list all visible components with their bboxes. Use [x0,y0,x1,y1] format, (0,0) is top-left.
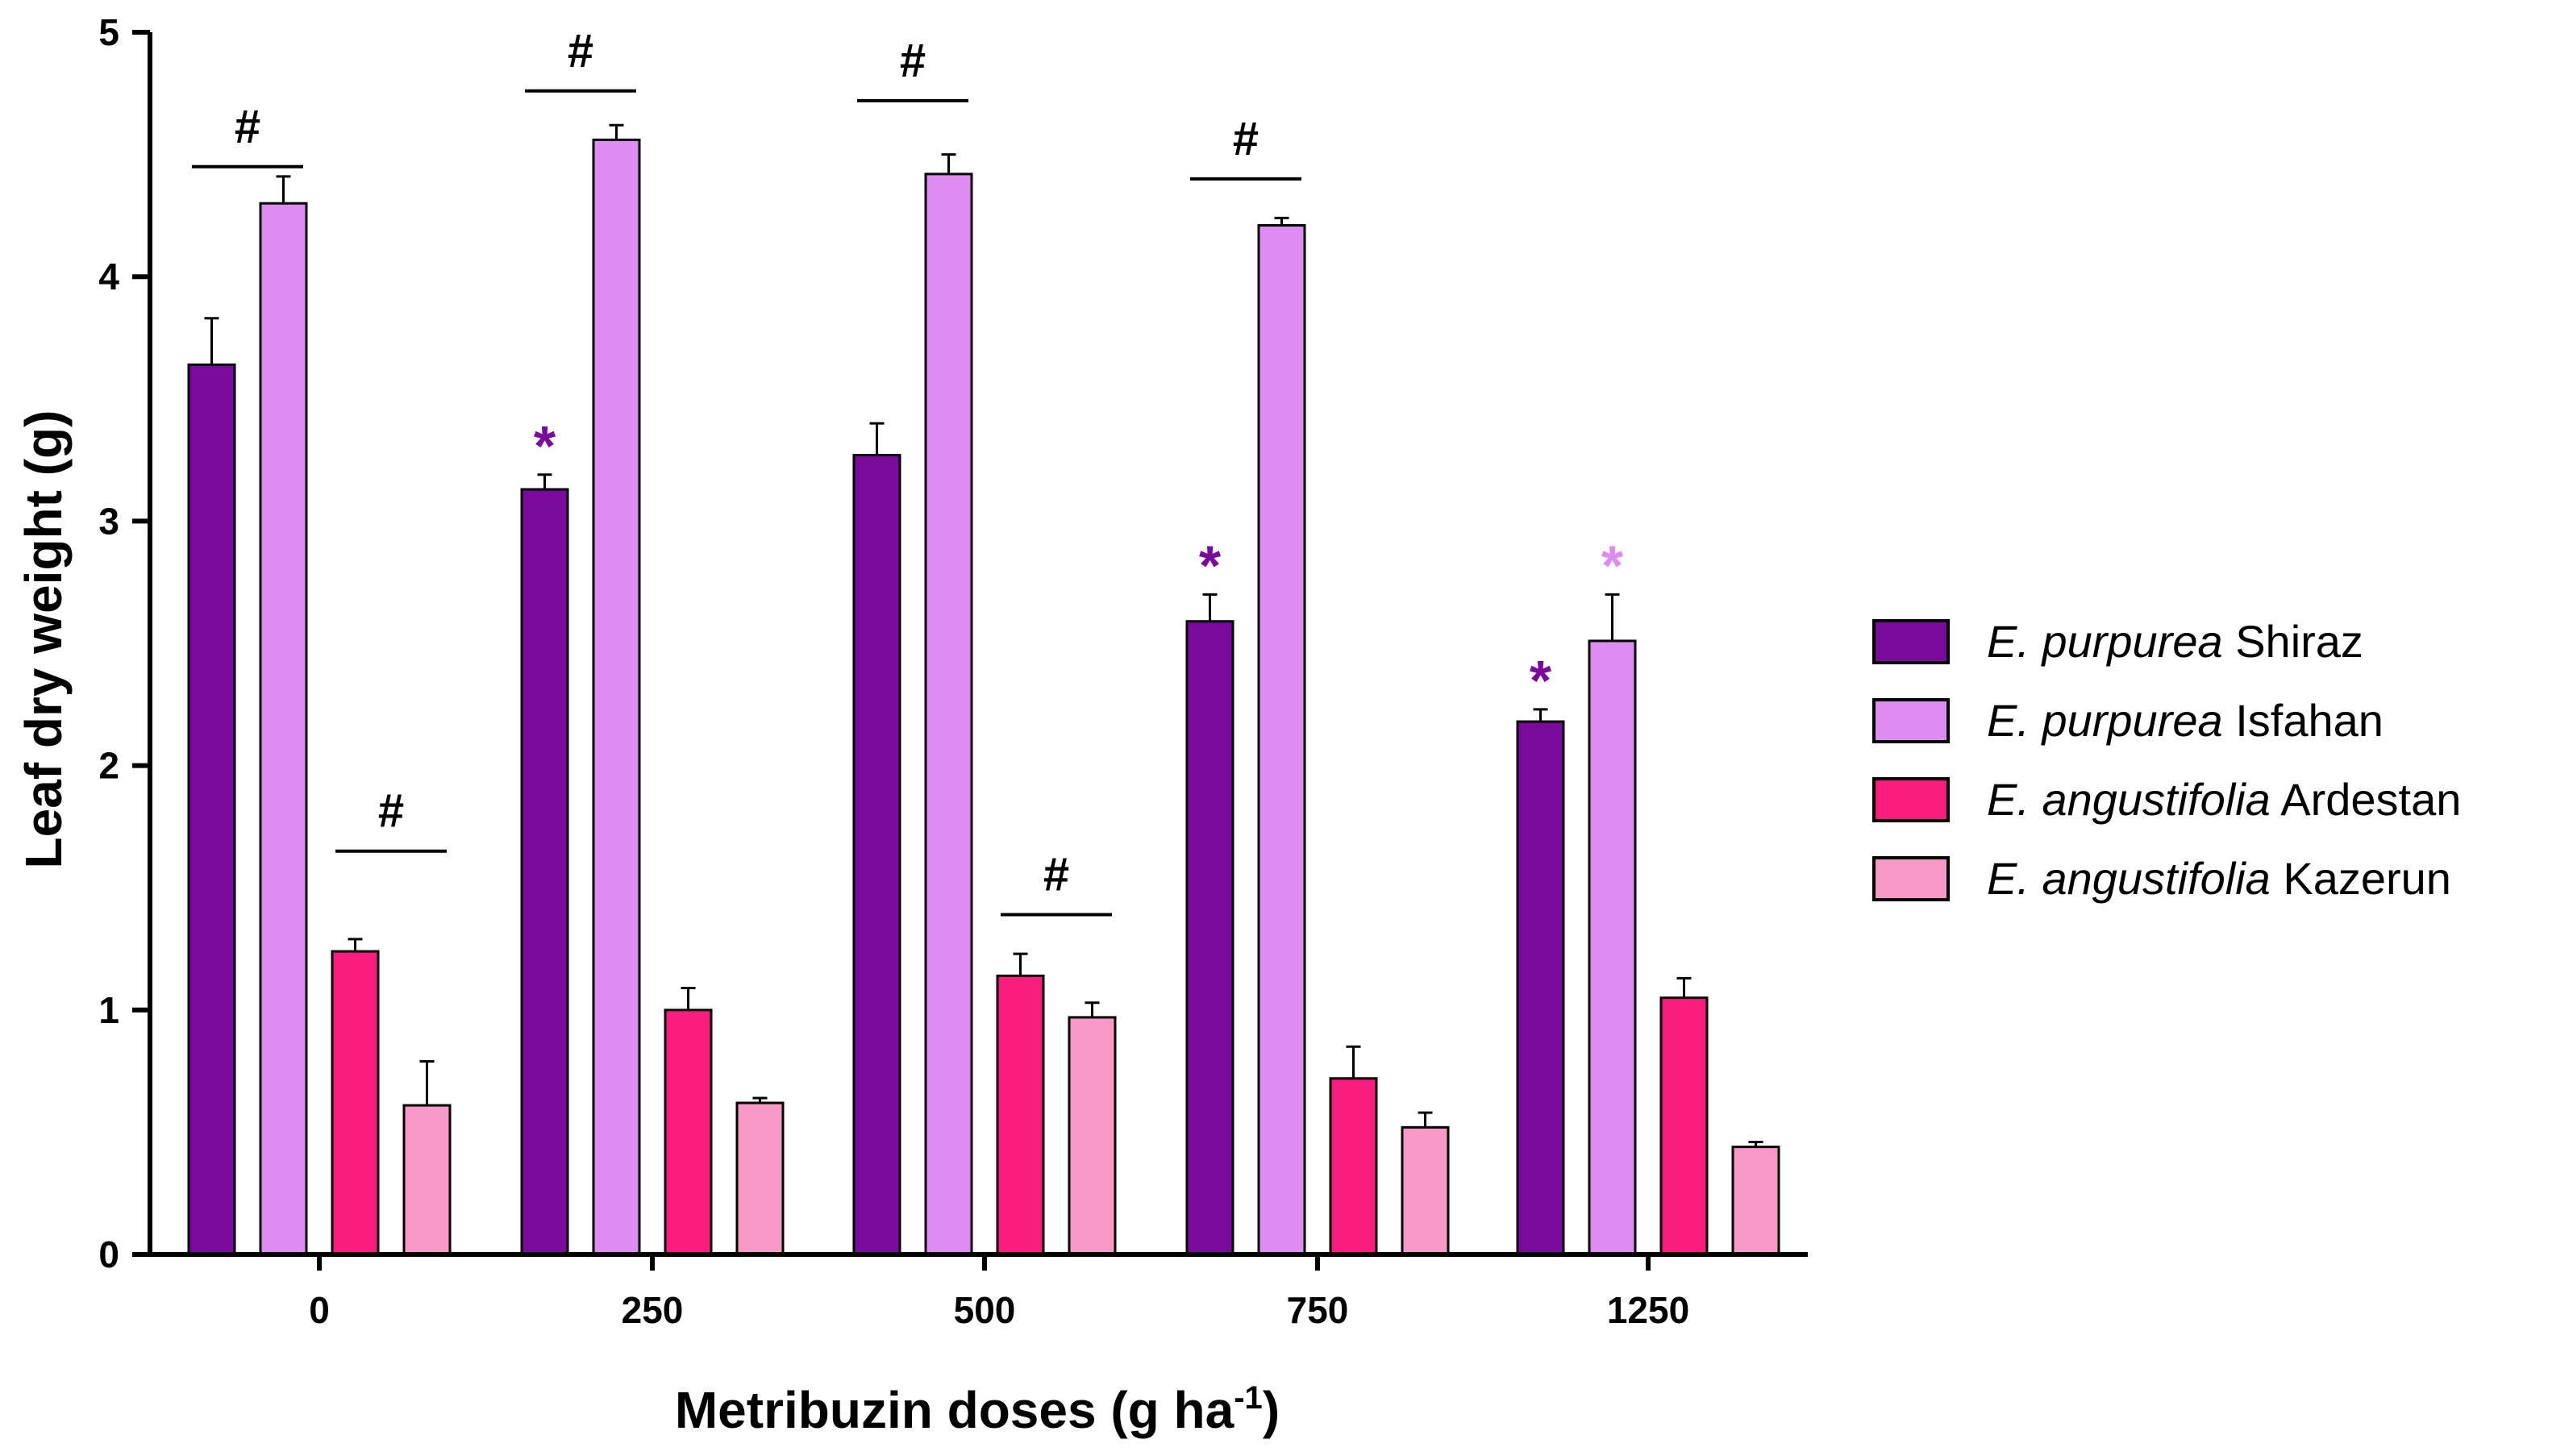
bar-shiraz-750 [1185,620,1234,1256]
y-tick-label: 4 [98,256,119,297]
bar-isfahan-1250 [1588,639,1637,1256]
bar-shiraz-0 [187,363,236,1256]
bar-ardestan-500 [996,974,1045,1256]
x-tick-label: 0 [309,1289,330,1331]
y-axis-title: Leaf dry weight (g) [15,410,73,869]
bar-kazerun-1250 [1731,1146,1780,1256]
significance-hash: # [235,101,260,153]
x-tick-label: 750 [1287,1289,1349,1331]
significance-hash: # [1043,849,1069,901]
bar-ardestan-0 [331,950,380,1256]
legend-site: Isfahan [2223,695,2384,746]
x-ticks: 0 250 500 750 1250 [309,1254,1689,1331]
bar-isfahan-500 [924,173,973,1256]
legend-site: Ardestan [2271,774,2462,825]
y-tick-label: 0 [98,1233,119,1275]
legend-species: E. purpurea [1987,616,2223,667]
x-tick-label: 1250 [1607,1289,1689,1331]
legend-species: E. purpurea [1987,695,2223,746]
annotations-layer: # # # # # # * * * * [192,25,1624,917]
bar-shiraz-500 [852,454,901,1256]
y-ticks: 0 1 2 3 4 5 [98,11,150,1275]
bar-shiraz-250 [520,488,569,1256]
bar-ardestan-750 [1329,1077,1378,1256]
bar-kazerun-500 [1068,1016,1117,1256]
legend-swatch-kazerun [1872,856,1950,901]
legend-label-isfahan: E. purpurea Isfahan [1987,695,2384,746]
bar-isfahan-750 [1257,224,1306,1256]
legend-site: Kazerun [2271,853,2451,904]
bar-isfahan-250 [592,138,641,1256]
legend-swatch-shiraz [1872,619,1950,664]
bar-isfahan-0 [259,202,308,1256]
bar-kazerun-250 [735,1101,785,1256]
significance-hash: # [1233,113,1259,165]
legend-label-shiraz: E. purpurea Shiraz [1987,616,2363,667]
legend-swatch-ardestan [1872,777,1950,822]
legend-label-ardestan: E. angustifolia Ardestan [1987,774,2461,825]
axes-layer [148,32,1808,1257]
legend-swatch-isfahan [1872,698,1950,743]
x-axis-title: Metribuzin doses (g ha-1) [675,1380,1280,1439]
x-axis-title-superscript: -1 [1234,1380,1263,1416]
legend-site: Shiraz [2223,616,2363,667]
legend-species: E. angustifolia [1987,774,2271,825]
bar-ardestan-250 [664,1009,713,1256]
x-tick-label: 250 [622,1289,684,1331]
significance-star: * [1530,649,1552,712]
significance-star: * [534,414,556,477]
significance-hash: # [378,785,404,838]
x-tick-label: 500 [954,1289,1016,1331]
significance-star: * [1601,534,1624,597]
bar-kazerun-0 [402,1104,452,1256]
significance-star: * [1199,534,1222,597]
x-axis-title-main: Metribuzin doses (g ha [675,1381,1234,1439]
legend-label-kazerun: E. angustifolia Kazerun [1987,853,2451,904]
y-tick-label: 2 [98,745,119,787]
y-tick-label: 5 [98,11,119,53]
legend-species: E. angustifolia [1987,853,2271,904]
bar-shiraz-1250 [1516,720,1565,1256]
bar-ardestan-1250 [1659,996,1709,1256]
x-axis-title-close: ) [1263,1381,1280,1439]
bars-layer [187,123,1780,1256]
significance-hash: # [900,35,926,87]
significance-hash: # [568,25,593,77]
y-tick-label: 1 [98,989,119,1031]
bar-kazerun-750 [1401,1125,1450,1256]
y-tick-label: 3 [98,500,119,542]
